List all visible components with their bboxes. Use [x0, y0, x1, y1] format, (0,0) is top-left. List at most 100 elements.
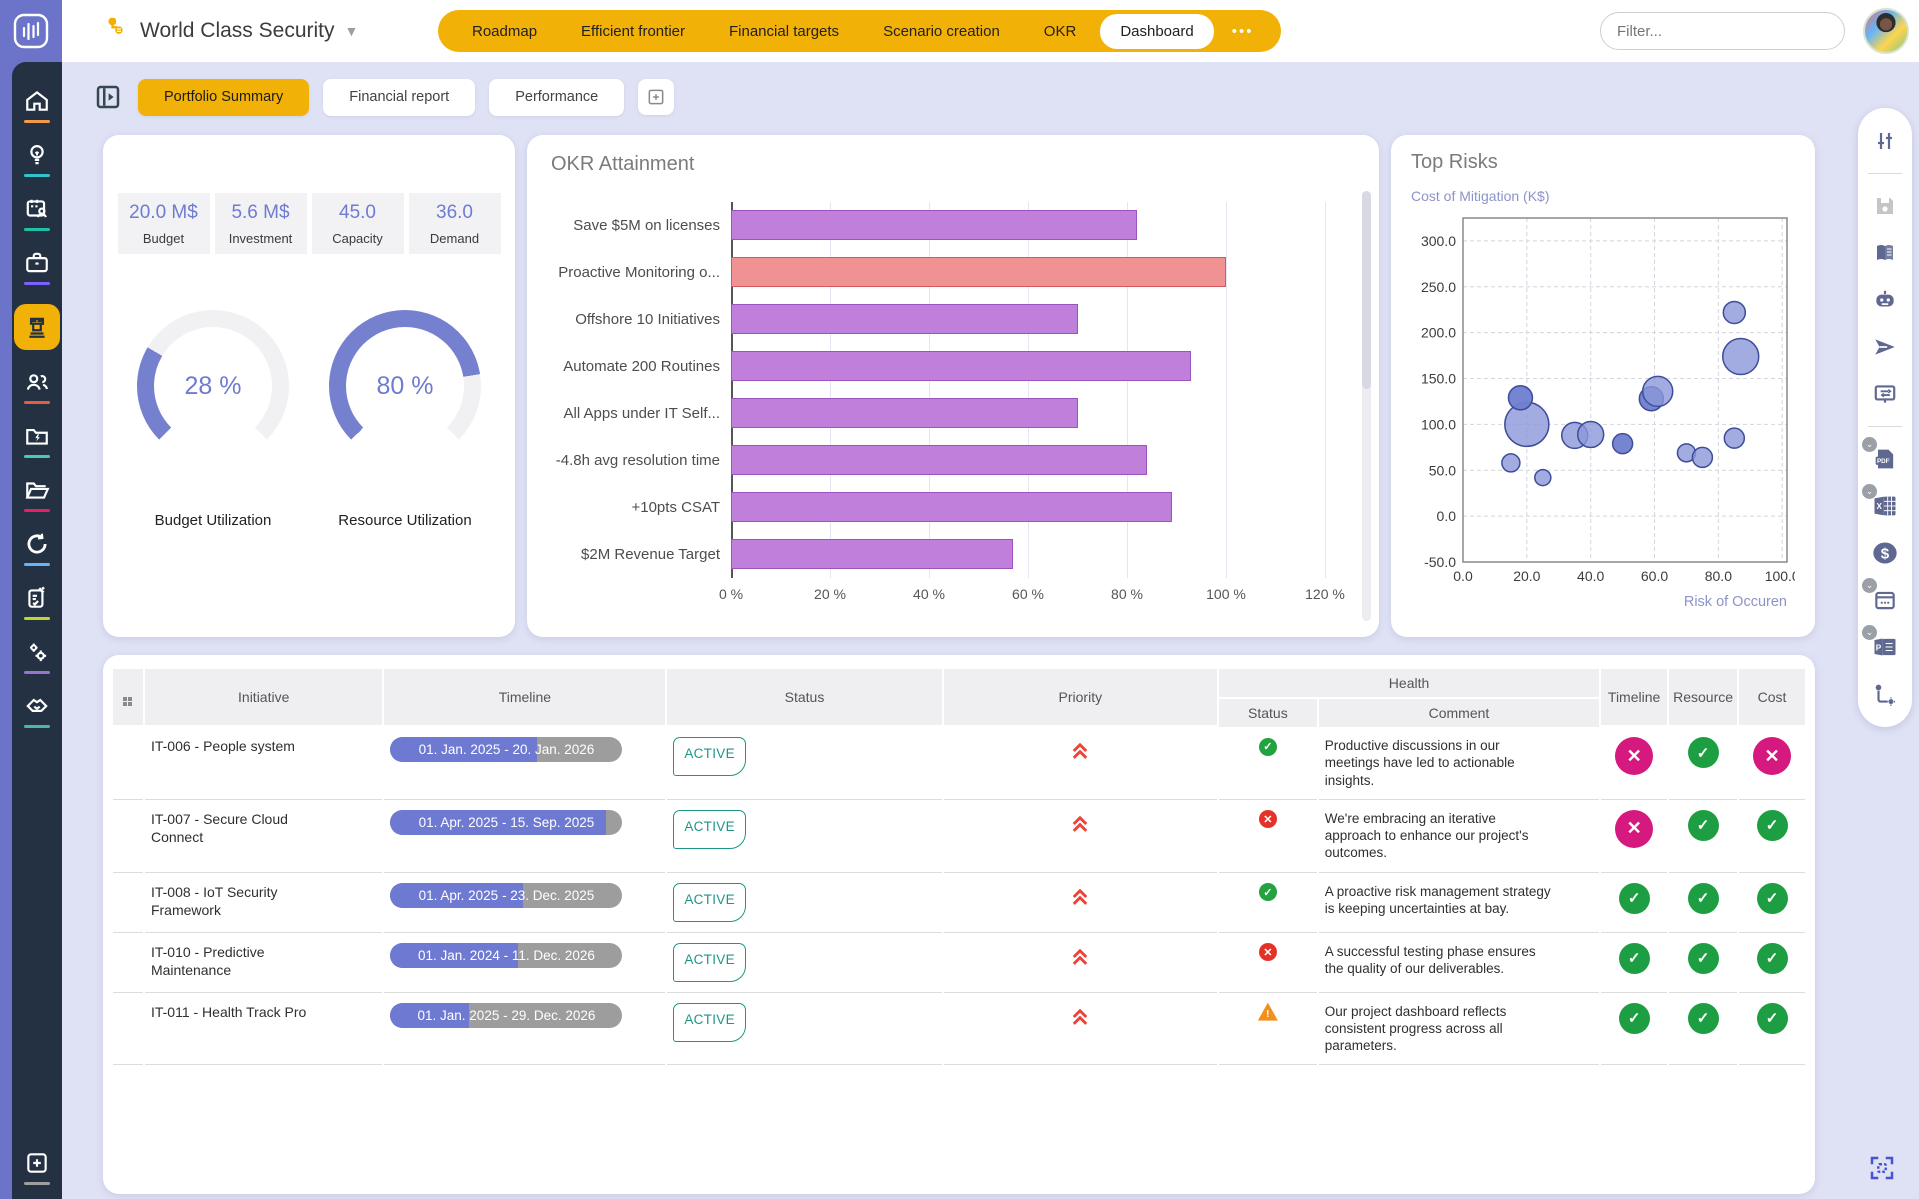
- sidebar-item-initiatives[interactable]: [14, 304, 60, 350]
- tab-financial-targets[interactable]: Financial targets: [709, 14, 859, 49]
- fullscreen-button[interactable]: [1861, 1147, 1903, 1189]
- grid-icon[interactable]: [113, 669, 143, 727]
- timeline-pill[interactable]: 01. Apr. 2025 - 23. Dec. 2025: [390, 883, 622, 908]
- save-icon[interactable]: [1870, 191, 1900, 221]
- okr-bar[interactable]: [731, 210, 1137, 240]
- risk-bubble[interactable]: [1723, 339, 1759, 375]
- export-calendar-icon[interactable]: ⌄: [1870, 585, 1900, 615]
- kpi-tile-investment[interactable]: 5.6 M$Investment: [215, 193, 307, 254]
- panel-collapse-button[interactable]: [92, 81, 124, 113]
- initiative-cell[interactable]: IT-008 - IoT Security Framework: [145, 873, 383, 933]
- robot-icon[interactable]: [1870, 285, 1900, 315]
- table-row[interactable]: IT-006 - People system 01. Jan. 2025 - 2…: [113, 727, 1805, 800]
- okr-bar[interactable]: [731, 492, 1172, 522]
- status-badge[interactable]: ACTIVE: [673, 810, 746, 849]
- tab-dashboard[interactable]: Dashboard: [1100, 14, 1213, 49]
- okr-bar[interactable]: [731, 257, 1226, 287]
- user-avatar[interactable]: [1863, 8, 1909, 54]
- more-tabs-button[interactable]: •••: [1218, 23, 1268, 40]
- table-row[interactable]: IT-007 - Secure Cloud Connect 01. Apr. 2…: [113, 800, 1805, 873]
- table-row[interactable]: IT-011 - Health Track Pro 01. Jan. 2025 …: [113, 993, 1805, 1066]
- app-logo[interactable]: [0, 0, 62, 62]
- risk-bubble[interactable]: [1613, 434, 1633, 454]
- health-comment-cell[interactable]: Our project dashboard reflects consisten…: [1319, 993, 1599, 1066]
- kpi-tile-budget[interactable]: 20.0 M$Budget: [118, 193, 210, 254]
- tab-efficient-frontier[interactable]: Efficient frontier: [561, 14, 705, 49]
- initiative-cell[interactable]: IT-006 - People system: [145, 727, 383, 800]
- sidebar-item-resource-planning[interactable]: [24, 196, 50, 231]
- risk-bubble[interactable]: [1508, 386, 1532, 410]
- sliders-icon[interactable]: [1870, 126, 1900, 156]
- sidebar-item-files[interactable]: [24, 477, 50, 512]
- health-comment-cell[interactable]: A proactive risk management strategy is …: [1319, 873, 1599, 933]
- subtab-portfolio-summary[interactable]: Portfolio Summary: [138, 79, 309, 116]
- col-group-health[interactable]: Health: [1219, 669, 1599, 699]
- send-icon[interactable]: [1870, 332, 1900, 362]
- col-health-status[interactable]: Status: [1219, 699, 1317, 727]
- sidebar-item-add-new[interactable]: [24, 1150, 50, 1185]
- risk-bubble[interactable]: [1643, 376, 1673, 406]
- row-handle[interactable]: [113, 800, 143, 873]
- table-row[interactable]: IT-008 - IoT Security Framework 01. Apr.…: [113, 873, 1805, 933]
- tab-roadmap[interactable]: Roadmap: [452, 14, 557, 49]
- filter-input[interactable]: [1617, 23, 1828, 40]
- risk-bubble[interactable]: [1578, 421, 1604, 447]
- status-badge[interactable]: ACTIVE: [673, 737, 746, 776]
- export-excel-icon[interactable]: ⌄ X: [1870, 491, 1900, 521]
- col-resource[interactable]: Resource: [1669, 669, 1737, 727]
- timeline-pill[interactable]: 01. Jan. 2025 - 29. Dec. 2026: [390, 1003, 622, 1028]
- okr-bar[interactable]: [731, 398, 1078, 428]
- add-subtab-button[interactable]: [638, 79, 674, 115]
- col-status[interactable]: Status: [667, 669, 941, 727]
- sidebar-item-home[interactable]: [24, 88, 50, 123]
- workspace-title-block[interactable]: World Class Security ▼: [102, 15, 402, 48]
- risk-bubble[interactable]: [1505, 402, 1549, 446]
- health-comment-cell[interactable]: A successful testing phase ensures the q…: [1319, 933, 1599, 993]
- health-comment-cell[interactable]: We're embracing an iterative approach to…: [1319, 800, 1599, 873]
- okr-bar[interactable]: [731, 539, 1013, 569]
- initiative-cell[interactable]: IT-010 - Predictive Maintenance: [145, 933, 383, 993]
- risk-bubble[interactable]: [1535, 470, 1551, 486]
- status-badge[interactable]: ACTIVE: [673, 943, 746, 982]
- sidebar-item-settings[interactable]: [24, 639, 50, 674]
- kpi-tile-demand[interactable]: 36.0Demand: [409, 193, 501, 254]
- chevron-down-icon[interactable]: ▼: [345, 23, 359, 39]
- col-initiative[interactable]: Initiative: [145, 669, 383, 727]
- sidebar-item-people[interactable]: [24, 369, 50, 404]
- row-handle[interactable]: [113, 933, 143, 993]
- book-icon[interactable]: [1870, 238, 1900, 268]
- tab-okr[interactable]: OKR: [1024, 14, 1097, 49]
- subtab-financial-report[interactable]: Financial report: [323, 79, 475, 116]
- row-handle[interactable]: [113, 873, 143, 933]
- sidebar-item-portfolio[interactable]: [24, 250, 50, 285]
- timeline-pill[interactable]: 01. Jan. 2025 - 20. Jan. 2026: [390, 737, 622, 762]
- sidebar-item-refresh[interactable]: [24, 531, 50, 566]
- risk-bubble[interactable]: [1724, 428, 1744, 448]
- sidebar-item-tasks[interactable]: [24, 585, 50, 620]
- status-badge[interactable]: ACTIVE: [673, 883, 746, 922]
- table-row[interactable]: IT-010 - Predictive Maintenance 01. Jan.…: [113, 933, 1805, 993]
- export-slides-icon[interactable]: ⌄ P: [1870, 632, 1900, 662]
- presentation-icon[interactable]: [1870, 379, 1900, 409]
- sidebar-item-partners[interactable]: [24, 693, 50, 728]
- col-health-timeline[interactable]: Timeline: [1601, 669, 1667, 727]
- status-badge[interactable]: ACTIVE: [673, 1003, 746, 1042]
- kpi-tile-capacity[interactable]: 45.0Capacity: [312, 193, 404, 254]
- row-handle[interactable]: [113, 727, 143, 800]
- workflow-settings-icon[interactable]: [1870, 679, 1900, 709]
- okr-bar[interactable]: [731, 445, 1147, 475]
- col-health-comment[interactable]: Comment: [1319, 699, 1599, 727]
- okr-bar[interactable]: [731, 304, 1078, 334]
- col-timeline[interactable]: Timeline: [384, 669, 665, 727]
- row-handle[interactable]: [113, 993, 143, 1066]
- col-priority[interactable]: Priority: [944, 669, 1217, 727]
- risk-bubble[interactable]: [1502, 454, 1520, 472]
- timeline-pill[interactable]: 01. Jan. 2024 - 11. Dec. 2026: [390, 943, 622, 968]
- risk-bubble[interactable]: [1692, 447, 1712, 467]
- okr-scrollbar[interactable]: [1362, 191, 1371, 621]
- timeline-pill[interactable]: 01. Apr. 2025 - 15. Sep. 2025: [390, 810, 622, 835]
- subtab-performance[interactable]: Performance: [489, 79, 624, 116]
- health-comment-cell[interactable]: Productive discussions in our meetings h…: [1319, 727, 1599, 800]
- okr-bar[interactable]: [731, 351, 1191, 381]
- tab-scenario-creation[interactable]: Scenario creation: [863, 14, 1020, 49]
